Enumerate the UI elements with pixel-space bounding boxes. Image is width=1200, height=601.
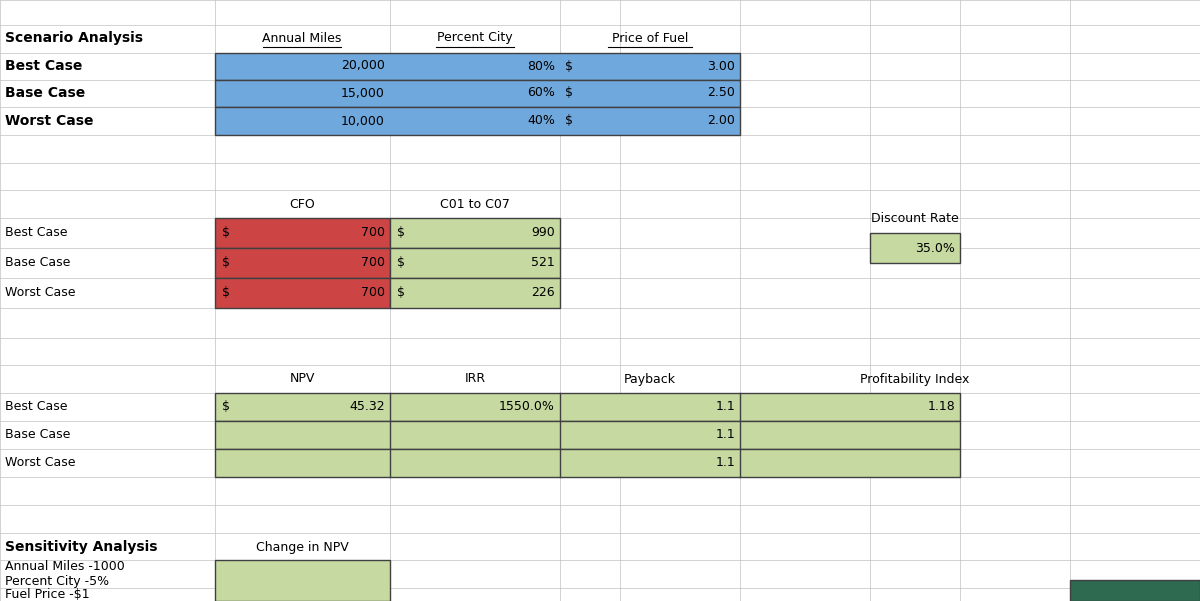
Text: 226: 226 — [532, 287, 554, 299]
Text: Base Case: Base Case — [5, 429, 71, 442]
Bar — [215, 560, 390, 601]
Text: 1550.0%: 1550.0% — [499, 400, 554, 413]
Text: 3.00: 3.00 — [707, 59, 734, 73]
Text: 1.1: 1.1 — [715, 400, 734, 413]
Bar — [215, 449, 960, 477]
Text: $: $ — [565, 87, 574, 100]
Text: $: $ — [222, 257, 230, 269]
Text: Change in NPV: Change in NPV — [256, 540, 348, 554]
Bar — [215, 80, 740, 107]
Text: 20,000: 20,000 — [341, 59, 385, 73]
Bar — [215, 107, 740, 135]
Text: $: $ — [222, 287, 230, 299]
Text: 1.18: 1.18 — [928, 400, 955, 413]
Bar — [870, 233, 960, 263]
Text: 35.0%: 35.0% — [916, 242, 955, 254]
Text: 15,000: 15,000 — [341, 87, 385, 100]
Text: 45.32: 45.32 — [349, 400, 385, 413]
Text: Sensitivity Analysis: Sensitivity Analysis — [5, 540, 157, 554]
Text: $: $ — [222, 400, 230, 413]
Text: $: $ — [565, 115, 574, 127]
Bar — [215, 248, 390, 278]
Text: Base Case: Base Case — [5, 257, 71, 269]
Text: Price of Fuel: Price of Fuel — [612, 31, 688, 44]
Text: $: $ — [397, 287, 406, 299]
Text: CFO: CFO — [289, 198, 314, 210]
Text: Worst Case: Worst Case — [5, 287, 76, 299]
Bar — [390, 248, 560, 278]
Text: 80%: 80% — [527, 59, 554, 73]
Text: C01 to C07: C01 to C07 — [440, 198, 510, 210]
Text: Fuel Price -$1: Fuel Price -$1 — [5, 588, 90, 601]
Text: $: $ — [397, 227, 406, 240]
Bar — [215, 278, 390, 308]
Text: 990: 990 — [532, 227, 554, 240]
Text: 2.50: 2.50 — [707, 87, 734, 100]
Text: Profitability Index: Profitability Index — [860, 373, 970, 385]
Bar — [215, 218, 390, 248]
Text: Percent City -5%: Percent City -5% — [5, 575, 109, 588]
Text: 521: 521 — [532, 257, 554, 269]
Bar — [215, 421, 960, 449]
Text: 700: 700 — [361, 257, 385, 269]
Bar — [390, 278, 560, 308]
Text: 1.1: 1.1 — [715, 429, 734, 442]
Text: Worst Case: Worst Case — [5, 457, 76, 469]
Text: Base Case: Base Case — [5, 86, 85, 100]
Text: Annual Miles -1000: Annual Miles -1000 — [5, 561, 125, 573]
Text: 700: 700 — [361, 287, 385, 299]
Text: 1.1: 1.1 — [715, 457, 734, 469]
Text: 40%: 40% — [527, 115, 554, 127]
Text: Best Case: Best Case — [5, 227, 67, 240]
Text: 700: 700 — [361, 227, 385, 240]
Text: IRR: IRR — [464, 373, 486, 385]
Text: 60%: 60% — [527, 87, 554, 100]
Text: $: $ — [565, 59, 574, 73]
Bar — [1070, 580, 1200, 601]
Text: Best Case: Best Case — [5, 400, 67, 413]
Text: Percent City: Percent City — [437, 31, 512, 44]
Bar — [390, 218, 560, 248]
Text: Scenario Analysis: Scenario Analysis — [5, 31, 143, 45]
Text: $: $ — [397, 257, 406, 269]
Text: Best Case: Best Case — [5, 59, 83, 73]
Text: 2.00: 2.00 — [707, 115, 734, 127]
Text: Worst Case: Worst Case — [5, 114, 94, 128]
Text: $: $ — [222, 227, 230, 240]
Text: NPV: NPV — [289, 373, 314, 385]
Bar — [215, 53, 740, 80]
Text: Discount Rate: Discount Rate — [871, 212, 959, 225]
Text: Annual Miles: Annual Miles — [263, 31, 342, 44]
Bar — [215, 393, 960, 421]
Text: Payback: Payback — [624, 373, 676, 385]
Text: 10,000: 10,000 — [341, 115, 385, 127]
